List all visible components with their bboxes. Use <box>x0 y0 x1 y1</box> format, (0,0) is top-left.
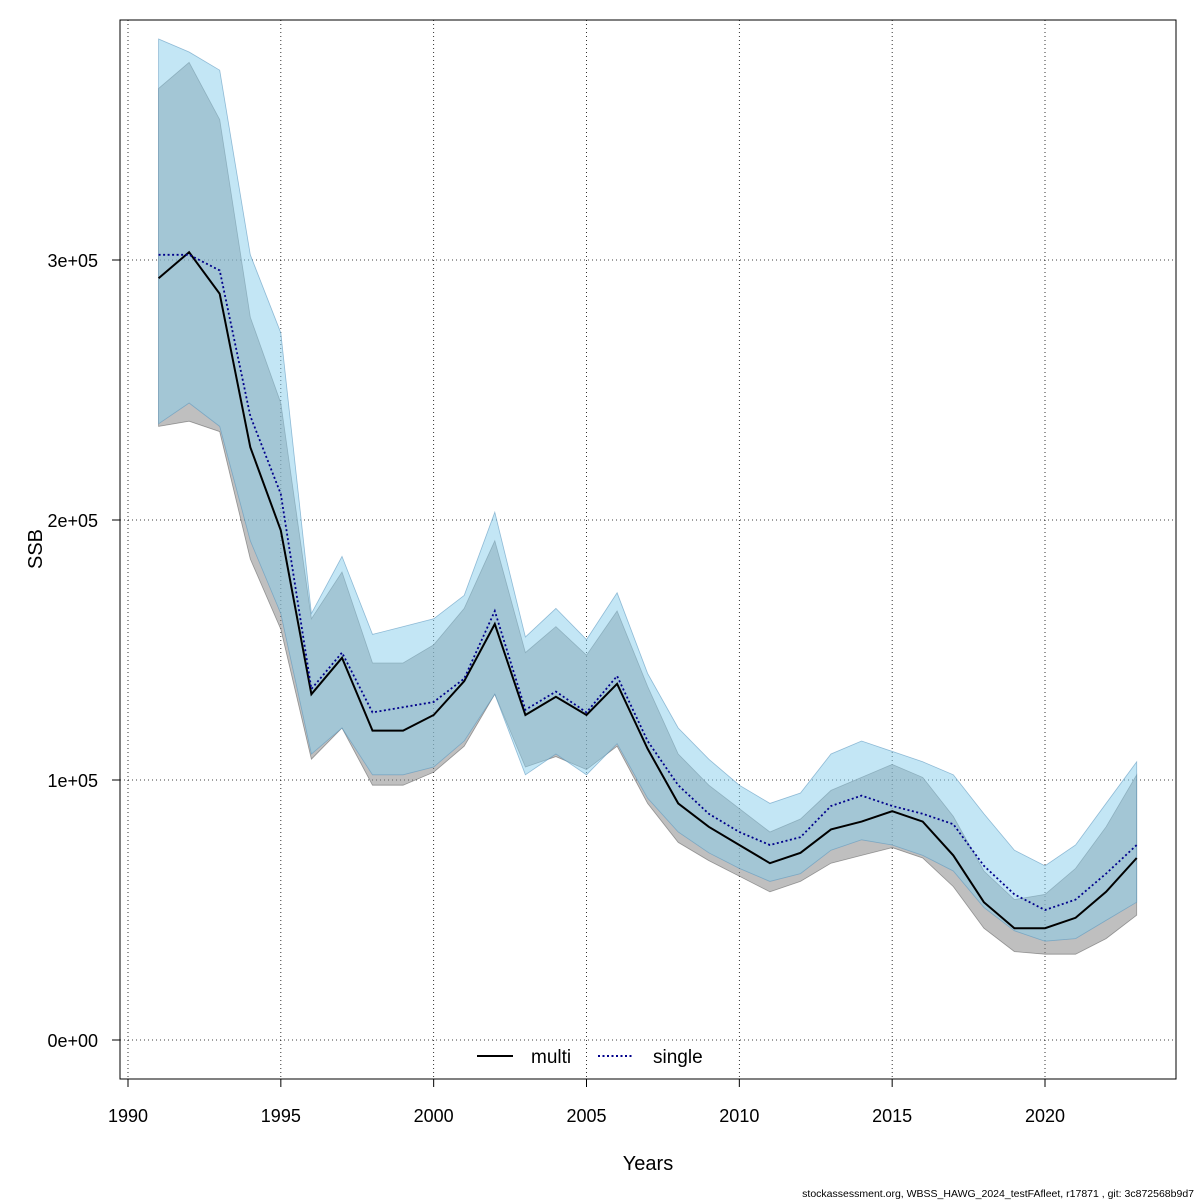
legend: multi single <box>477 1047 703 1068</box>
y-axis-title: SSB <box>25 529 47 569</box>
plot-frame <box>119 19 1177 1080</box>
x-tick-label-1990: 1990 <box>108 1106 148 1126</box>
footer-caption: stockassessment.org, WBSS_HAWG_2024_test… <box>802 1188 1194 1200</box>
x-tick-label-2015: 2015 <box>872 1106 912 1126</box>
x-tick-label-2000: 2000 <box>414 1106 454 1126</box>
line-single <box>158 253 1138 911</box>
legend-multi-label: multi <box>531 1047 571 1068</box>
y-tick-label-300000: 3e+05 <box>47 251 98 271</box>
band-multi <box>158 61 1138 955</box>
confidence-bands <box>158 38 1138 955</box>
x-tick-label-1995: 1995 <box>261 1106 301 1126</box>
y-tick-label-0: 0e+00 <box>47 1031 98 1051</box>
line-multi <box>157 250 1138 930</box>
band-single <box>158 38 1138 942</box>
series-lines <box>157 250 1138 930</box>
axes: 1990 1995 2000 2005 2010 2015 2020 0e+00 1e+05 2e… <box>47 251 1065 1126</box>
x-tick-label-2010: 2010 <box>719 1106 759 1126</box>
y-tick-label-200000: 2e+05 <box>47 511 98 531</box>
y-tick-label-100000: 1e+05 <box>47 771 98 791</box>
x-tick-label-2020: 2020 <box>1025 1106 1065 1126</box>
x-tick-label-2005: 2005 <box>566 1106 606 1126</box>
x-axis-title: Years <box>623 1153 673 1175</box>
legend-single-label: single <box>653 1047 703 1068</box>
